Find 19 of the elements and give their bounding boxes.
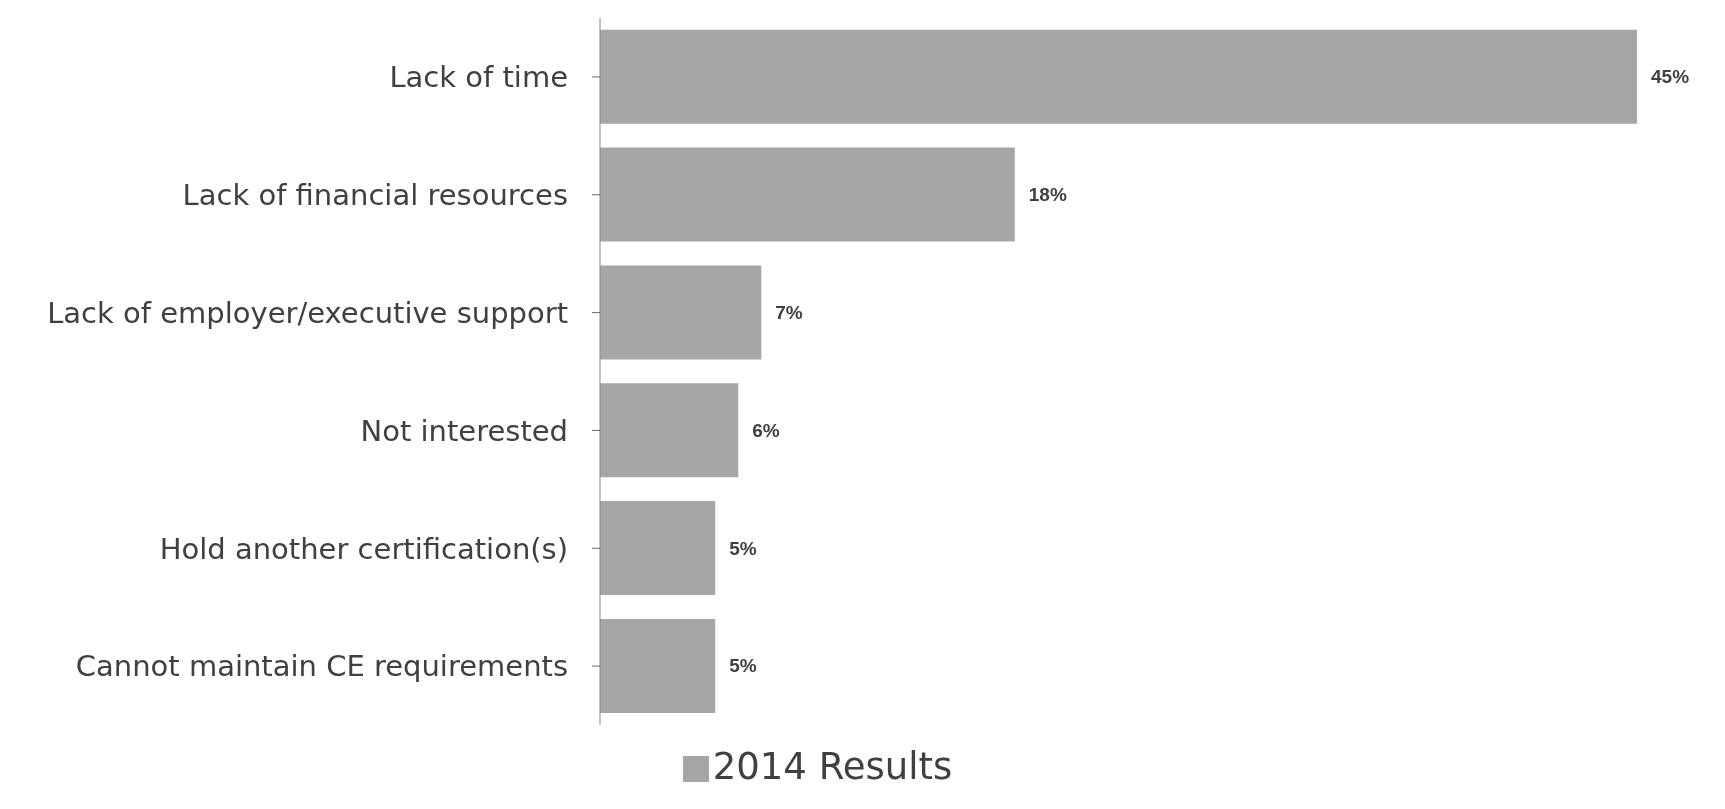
y-tick-label: Hold another certification(s) [159,531,568,566]
legend-label: 2014 Results [712,745,953,788]
data-label: 18% [1028,184,1067,206]
bar [600,147,1015,242]
data-label: 5% [729,537,757,559]
y-tick-label: Lack of employer/executive support [47,295,568,330]
data-label: 5% [729,655,757,677]
data-label: 7% [775,301,803,323]
bar [600,501,716,596]
y-tick-label: Cannot maintain CE requirements [75,649,568,684]
bar [600,29,1637,124]
y-tick-label: Lack of time [389,60,568,95]
y-tick-label: Not interested [360,413,568,448]
bar [600,383,739,478]
bar [600,618,716,713]
data-label: 6% [752,419,780,441]
bar [600,265,762,360]
y-tick-label: Lack of financial resources [182,178,568,213]
data-label: 45% [1651,66,1690,88]
